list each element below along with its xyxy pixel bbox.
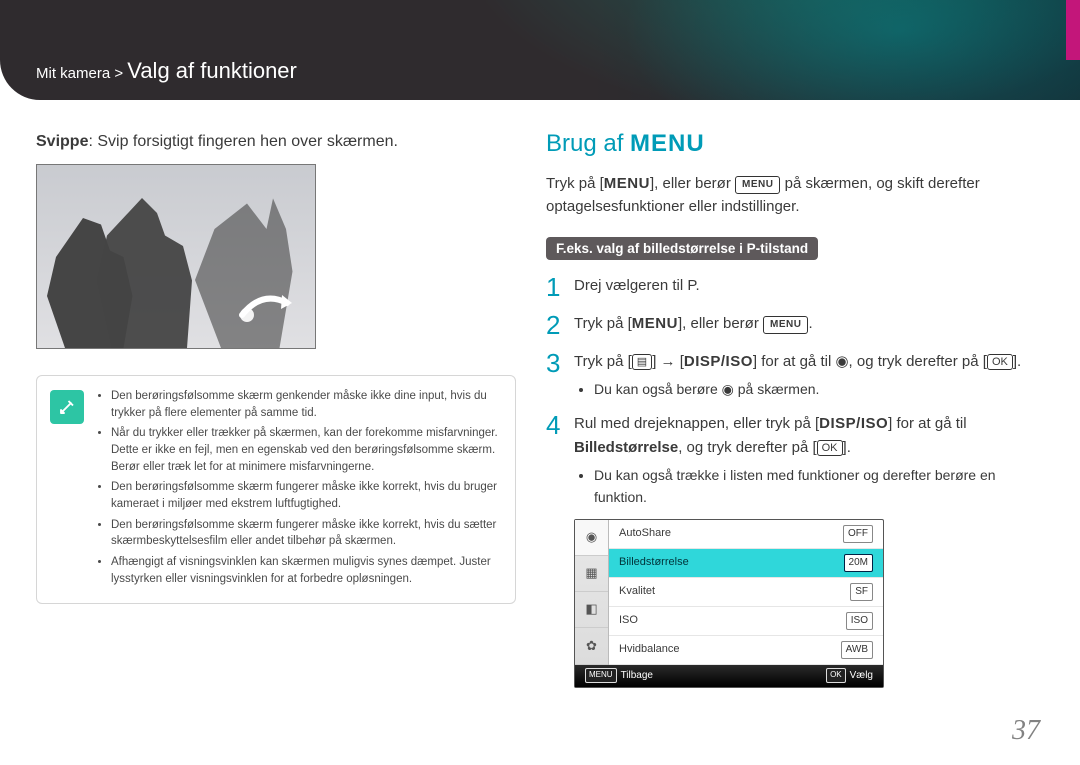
menu-row: Kvalitet SF <box>609 578 883 607</box>
step-2: 2 Tryk på [MENU], eller berør MENU. <box>546 312 1032 338</box>
tab-camera-icon: ◉ <box>575 520 608 556</box>
note-list: Den berøringsfølsomme skærm genkender må… <box>97 388 503 591</box>
record-icon: ▤ <box>632 354 652 370</box>
step4-sub: Du kan også trække i listen med funktion… <box>594 464 1032 509</box>
tab-user-icon: ◧ <box>575 592 608 628</box>
header-band: Mit kamera > Valg af funktioner <box>0 0 1080 100</box>
step-1: 1 Drej vælgeren til P. <box>546 274 1032 300</box>
title-prefix: Brug af <box>546 130 630 157</box>
steps-list: 1 Drej vælgeren til P. 2 Tryk på [MENU],… <box>546 274 1032 688</box>
example-subhead: F.eks. valg af billedstørrelse i P-tilst… <box>546 237 818 260</box>
menu-chip: MENU <box>763 316 808 334</box>
step3-sub: Du kan også berøre ◉ på skærmen. <box>594 378 1032 400</box>
swipe-bold: Svippe <box>36 133 88 150</box>
ok-icon: OK <box>987 354 1013 370</box>
side-accent-tab <box>1066 0 1080 60</box>
tab-gear-icon: ✿ <box>575 628 608 664</box>
menu-chip: MENU <box>735 176 780 194</box>
swipe-arrow-icon <box>237 285 297 325</box>
step-3: 3 Tryk på [▤] → [DISP/ISO] for at gå til… <box>546 350 1032 400</box>
note-item: Den berøringsfølsomme skærm fungerer mås… <box>111 517 503 550</box>
camera-menu-footer: MENUTilbage OKVælg <box>575 665 883 687</box>
camera-icon: ◉ <box>835 353 848 370</box>
note-item: Når du trykker eller trækker på skærmen,… <box>111 425 503 475</box>
note-item: Den berøringsfølsomme skærm fungerer mås… <box>111 479 503 512</box>
tab-film-icon: ▦ <box>575 556 608 592</box>
camera-menu-rows: AutoShare OFF Billedstørrelse 20M Kvalit… <box>609 520 883 665</box>
ok-icon: OK <box>817 440 843 456</box>
title-menu: MENU <box>630 130 705 157</box>
swipe-rest: : Svip forsigtigt fingeren hen over skær… <box>88 133 397 150</box>
note-icon <box>50 390 84 424</box>
note-item: Den berøringsfølsomme skærm genkender må… <box>111 388 503 421</box>
left-column: Svippe: Svip forsigtigt fingeren hen ove… <box>36 130 516 700</box>
note-box: Den berøringsfølsomme skærm genkender må… <box>36 375 516 604</box>
menu-row: Hvidbalance AWB <box>609 636 883 665</box>
intro-text: Tryk på [MENU], eller berør MENU på skær… <box>546 172 1032 219</box>
menu-row-selected: Billedstørrelse 20M <box>609 549 883 578</box>
note-item: Afhængigt af visningsvinklen kan skærmen… <box>111 554 503 587</box>
right-column: Brug af MENU Tryk på [MENU], eller berør… <box>546 130 1032 700</box>
menu-row: ISO ISO <box>609 607 883 636</box>
section-title: Brug af MENU <box>546 130 1032 158</box>
step1-body: Drej vælgeren til P. <box>574 274 1032 300</box>
step-4: 4 Rul med drejeknappen, eller tryk på [D… <box>546 412 1032 688</box>
page-number: 37 <box>1012 715 1040 747</box>
swipe-illustration <box>36 164 316 349</box>
breadcrumb: Mit kamera > Valg af funktioner <box>36 58 297 84</box>
breadcrumb-prefix: Mit kamera > <box>36 65 127 82</box>
silhouette-2 <box>97 198 197 348</box>
camera-menu-tabs: ◉ ▦ ◧ ✿ <box>575 520 609 665</box>
swipe-description: Svippe: Svip forsigtigt fingeren hen ove… <box>36 130 516 154</box>
menu-row: AutoShare OFF <box>609 520 883 549</box>
breadcrumb-title: Valg af funktioner <box>127 58 297 83</box>
camera-menu-screenshot: ◉ ▦ ◧ ✿ AutoShare OFF <box>574 519 884 688</box>
